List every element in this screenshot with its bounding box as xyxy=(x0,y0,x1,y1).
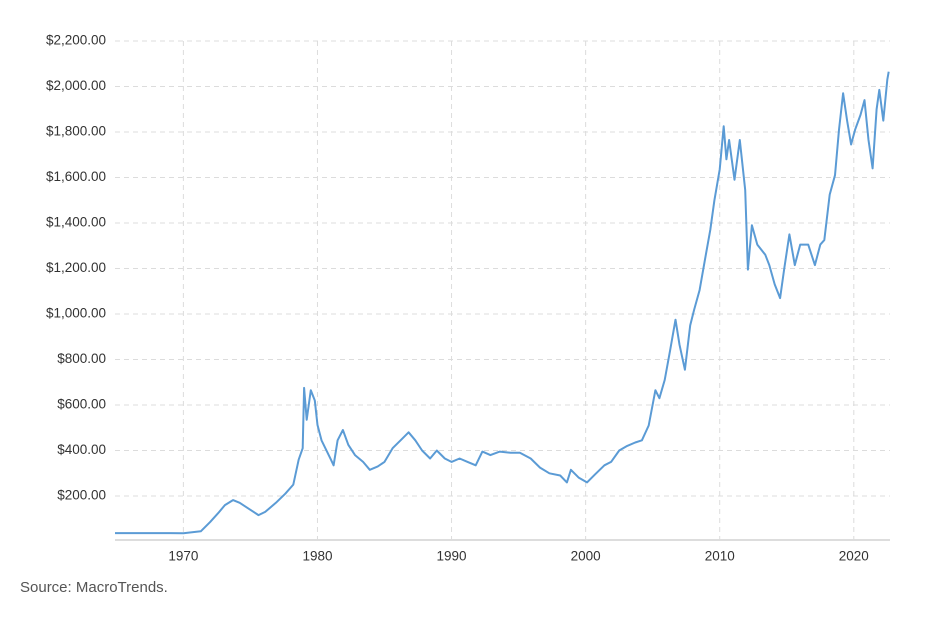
x-tick-label: 2010 xyxy=(705,549,735,564)
y-tick-label: $400.00 xyxy=(57,442,106,457)
y-tick-label: $2,000.00 xyxy=(46,78,106,93)
y-tick-label: $1,000.00 xyxy=(46,306,106,321)
x-tick-label: 2020 xyxy=(839,549,869,564)
y-tick-label: $600.00 xyxy=(57,397,106,412)
y-tick-label: $800.00 xyxy=(57,351,106,366)
source-note: Source: MacroTrends. xyxy=(20,579,168,596)
x-tick-label: 2000 xyxy=(571,549,601,564)
y-tick-label: $200.00 xyxy=(57,488,106,503)
x-tick-label: 1990 xyxy=(437,549,467,564)
y-tick-label: $1,200.00 xyxy=(46,260,106,275)
x-tick-label: 1980 xyxy=(302,549,332,564)
y-tick-label: $1,400.00 xyxy=(46,215,106,230)
y-tick-label: $1,600.00 xyxy=(46,169,106,184)
y-tick-label: $2,200.00 xyxy=(46,33,106,48)
price-line xyxy=(115,71,890,535)
x-tick-label: 1970 xyxy=(168,549,198,564)
y-tick-label: $1,800.00 xyxy=(46,124,106,139)
